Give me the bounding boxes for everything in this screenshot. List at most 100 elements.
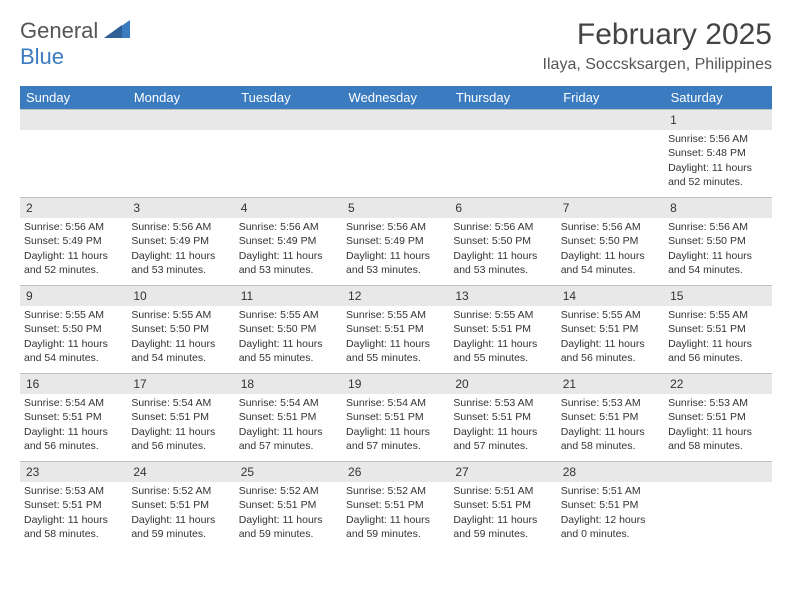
weekday-saturday: Saturday [664, 86, 771, 109]
daylight-text: Daylight: 11 hours and 56 minutes. [561, 337, 660, 365]
day-details: Sunrise: 5:53 AMSunset: 5:51 PMDaylight:… [557, 394, 664, 457]
calendar-table: Sunday Monday Tuesday Wednesday Thursday… [20, 86, 772, 549]
day-number: 4 [235, 197, 342, 218]
day-number: 7 [557, 197, 664, 218]
sunrise-text: Sunrise: 5:51 AM [561, 484, 660, 498]
calendar-row: 16Sunrise: 5:54 AMSunset: 5:51 PMDayligh… [20, 373, 772, 461]
daylight-text: Daylight: 11 hours and 54 minutes. [561, 249, 660, 277]
day-number: 24 [127, 461, 234, 482]
weekday-monday: Monday [127, 86, 234, 109]
sunset-text: Sunset: 5:51 PM [131, 410, 230, 424]
sunset-text: Sunset: 5:51 PM [668, 322, 767, 336]
day-number: 15 [664, 285, 771, 306]
calendar-cell: 9Sunrise: 5:55 AMSunset: 5:50 PMDaylight… [20, 285, 127, 373]
calendar-cell: 17Sunrise: 5:54 AMSunset: 5:51 PMDayligh… [127, 373, 234, 461]
sunset-text: Sunset: 5:51 PM [561, 322, 660, 336]
calendar-cell [664, 461, 771, 549]
calendar-row: 23Sunrise: 5:53 AMSunset: 5:51 PMDayligh… [20, 461, 772, 549]
sunrise-text: Sunrise: 5:54 AM [239, 396, 338, 410]
empty-day [449, 109, 556, 130]
day-number: 1 [664, 109, 771, 130]
day-number: 14 [557, 285, 664, 306]
day-details: Sunrise: 5:54 AMSunset: 5:51 PMDaylight:… [20, 394, 127, 457]
calendar-cell: 5Sunrise: 5:56 AMSunset: 5:49 PMDaylight… [342, 197, 449, 285]
sunrise-text: Sunrise: 5:53 AM [561, 396, 660, 410]
calendar-cell [20, 109, 127, 197]
daylight-text: Daylight: 11 hours and 59 minutes. [239, 513, 338, 541]
sunset-text: Sunset: 5:51 PM [24, 498, 123, 512]
calendar-cell [127, 109, 234, 197]
calendar-cell: 26Sunrise: 5:52 AMSunset: 5:51 PMDayligh… [342, 461, 449, 549]
sunrise-text: Sunrise: 5:52 AM [346, 484, 445, 498]
sunset-text: Sunset: 5:49 PM [131, 234, 230, 248]
weekday-tuesday: Tuesday [235, 86, 342, 109]
sunrise-text: Sunrise: 5:53 AM [453, 396, 552, 410]
day-number: 11 [235, 285, 342, 306]
day-details: Sunrise: 5:53 AMSunset: 5:51 PMDaylight:… [664, 394, 771, 457]
sunrise-text: Sunrise: 5:55 AM [239, 308, 338, 322]
location: Ilaya, Soccsksargen, Philippines [543, 56, 772, 74]
daylight-text: Daylight: 11 hours and 54 minutes. [24, 337, 123, 365]
calendar-cell: 14Sunrise: 5:55 AMSunset: 5:51 PMDayligh… [557, 285, 664, 373]
calendar-cell: 1Sunrise: 5:56 AMSunset: 5:48 PMDaylight… [664, 109, 771, 197]
weekday-wednesday: Wednesday [342, 86, 449, 109]
calendar-cell: 19Sunrise: 5:54 AMSunset: 5:51 PMDayligh… [342, 373, 449, 461]
sunset-text: Sunset: 5:48 PM [668, 146, 767, 160]
day-details: Sunrise: 5:55 AMSunset: 5:51 PMDaylight:… [342, 306, 449, 369]
sunrise-text: Sunrise: 5:54 AM [131, 396, 230, 410]
calendar-cell: 13Sunrise: 5:55 AMSunset: 5:51 PMDayligh… [449, 285, 556, 373]
calendar-cell [557, 109, 664, 197]
daylight-text: Daylight: 11 hours and 57 minutes. [453, 425, 552, 453]
daylight-text: Daylight: 11 hours and 53 minutes. [453, 249, 552, 277]
sunset-text: Sunset: 5:51 PM [453, 410, 552, 424]
sunrise-text: Sunrise: 5:53 AM [24, 484, 123, 498]
empty-day [342, 109, 449, 130]
sunset-text: Sunset: 5:50 PM [561, 234, 660, 248]
calendar-cell: 4Sunrise: 5:56 AMSunset: 5:49 PMDaylight… [235, 197, 342, 285]
daylight-text: Daylight: 11 hours and 59 minutes. [453, 513, 552, 541]
title-block: February 2025 Ilaya, Soccsksargen, Phili… [543, 18, 772, 74]
sunrise-text: Sunrise: 5:56 AM [668, 220, 767, 234]
calendar-cell: 2Sunrise: 5:56 AMSunset: 5:49 PMDaylight… [20, 197, 127, 285]
day-details: Sunrise: 5:55 AMSunset: 5:51 PMDaylight:… [557, 306, 664, 369]
calendar-cell: 6Sunrise: 5:56 AMSunset: 5:50 PMDaylight… [449, 197, 556, 285]
daylight-text: Daylight: 11 hours and 58 minutes. [668, 425, 767, 453]
day-number: 8 [664, 197, 771, 218]
calendar-cell: 3Sunrise: 5:56 AMSunset: 5:49 PMDaylight… [127, 197, 234, 285]
sunset-text: Sunset: 5:51 PM [346, 410, 445, 424]
day-details: Sunrise: 5:51 AMSunset: 5:51 PMDaylight:… [449, 482, 556, 545]
empty-day [557, 109, 664, 130]
sunset-text: Sunset: 5:51 PM [346, 498, 445, 512]
calendar-cell: 12Sunrise: 5:55 AMSunset: 5:51 PMDayligh… [342, 285, 449, 373]
sunrise-text: Sunrise: 5:56 AM [24, 220, 123, 234]
day-details: Sunrise: 5:56 AMSunset: 5:49 PMDaylight:… [20, 218, 127, 281]
sunset-text: Sunset: 5:50 PM [239, 322, 338, 336]
day-number: 23 [20, 461, 127, 482]
day-details: Sunrise: 5:54 AMSunset: 5:51 PMDaylight:… [235, 394, 342, 457]
month-title: February 2025 [543, 18, 772, 52]
day-number: 2 [20, 197, 127, 218]
calendar-cell: 24Sunrise: 5:52 AMSunset: 5:51 PMDayligh… [127, 461, 234, 549]
day-details: Sunrise: 5:55 AMSunset: 5:51 PMDaylight:… [664, 306, 771, 369]
calendar-cell: 25Sunrise: 5:52 AMSunset: 5:51 PMDayligh… [235, 461, 342, 549]
sunrise-text: Sunrise: 5:56 AM [239, 220, 338, 234]
calendar-cell: 7Sunrise: 5:56 AMSunset: 5:50 PMDaylight… [557, 197, 664, 285]
daylight-text: Daylight: 11 hours and 56 minutes. [668, 337, 767, 365]
sunrise-text: Sunrise: 5:52 AM [239, 484, 338, 498]
calendar-body: 1 Sunrise: 5:56 AM Sunset: 5:48 PM Daylight… [20, 109, 772, 549]
sunset-text: Sunset: 5:51 PM [453, 498, 552, 512]
sunset-text: Sunset: 5:51 PM [239, 498, 338, 512]
day-number: 3 [127, 197, 234, 218]
sunset-text: Sunset: 5:51 PM [239, 410, 338, 424]
day-details: Sunrise: 5:51 AMSunset: 5:51 PMDaylight:… [557, 482, 664, 545]
sunrise-text: Sunrise: 5:56 AM [346, 220, 445, 234]
sunset-text: Sunset: 5:50 PM [131, 322, 230, 336]
daylight-text: Daylight: 11 hours and 56 minutes. [131, 425, 230, 453]
logo-triangle-icon [104, 20, 130, 43]
calendar-cell: 16Sunrise: 5:54 AMSunset: 5:51 PMDayligh… [20, 373, 127, 461]
calendar-cell [449, 109, 556, 197]
sunrise-text: Sunrise: 5:55 AM [561, 308, 660, 322]
day-number: 20 [449, 373, 556, 394]
empty-day [127, 109, 234, 130]
daylight-text: Daylight: 11 hours and 55 minutes. [453, 337, 552, 365]
